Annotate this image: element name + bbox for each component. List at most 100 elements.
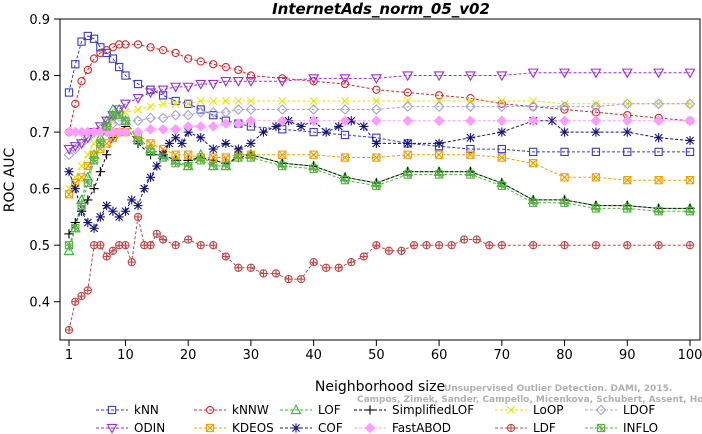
data-point — [497, 153, 506, 162]
y-tick-label: 0.7 — [29, 126, 50, 141]
chart-title: InternetAds_norm_05_v02 — [272, 0, 490, 18]
data-point — [234, 263, 243, 272]
data-point — [296, 274, 306, 284]
legend: kNN kNNW LOF SimplifiedLOF LoOP LDOF ODIN KDEOS… — [96, 403, 658, 434]
data-point — [296, 121, 306, 132]
data-point — [246, 138, 256, 148]
data-point — [334, 121, 344, 132]
series-cof — [64, 116, 695, 233]
data-point — [684, 115, 696, 127]
data-point — [209, 97, 218, 105]
x-tick-label: 90 — [619, 348, 636, 363]
data-point — [145, 123, 156, 135]
data-point — [284, 274, 293, 284]
data-point — [433, 115, 445, 127]
data-point — [95, 212, 105, 222]
data-point — [653, 98, 665, 110]
data-point — [171, 99, 180, 108]
data-point — [271, 269, 281, 278]
x-tick-label: 10 — [117, 348, 134, 363]
y-tick-label: 0.9 — [29, 13, 50, 28]
data-point — [621, 98, 633, 110]
data-point — [559, 101, 570, 113]
data-point — [102, 48, 111, 58]
legend-label: kNNW — [232, 403, 269, 417]
data-point — [466, 170, 475, 179]
data-point — [403, 150, 412, 159]
data-point — [654, 207, 663, 216]
data-point — [685, 207, 695, 216]
data-point — [497, 97, 506, 105]
data-point — [83, 195, 93, 205]
data-point — [221, 161, 230, 171]
series-layer — [63, 31, 696, 335]
data-point — [685, 135, 695, 146]
data-point — [77, 201, 86, 210]
data-point — [157, 85, 169, 96]
data-point — [145, 88, 157, 99]
series-line — [68, 125, 690, 235]
legend-item-lof: LOF — [280, 403, 341, 417]
data-point — [422, 241, 431, 250]
data-point — [447, 241, 456, 250]
data-point — [496, 71, 508, 82]
data-point — [133, 136, 143, 145]
data-point — [684, 68, 696, 79]
data-point — [623, 176, 632, 185]
data-point — [464, 71, 476, 82]
x-tick-label: 1 — [65, 348, 73, 363]
data-point — [246, 97, 255, 105]
data-point — [196, 156, 205, 165]
data-point — [115, 40, 124, 49]
data-point — [460, 235, 469, 244]
data-point — [177, 138, 187, 148]
x-tick-label: 40 — [305, 348, 322, 363]
data-point — [208, 144, 218, 154]
data-point — [321, 127, 331, 137]
x-axis-label: Neighborhood size — [315, 379, 445, 395]
data-point — [684, 98, 696, 110]
data-point — [96, 139, 105, 148]
data-point — [64, 167, 74, 177]
data-point — [591, 127, 601, 137]
data-point — [127, 257, 136, 267]
data-point — [434, 138, 444, 148]
series-inflo — [64, 110, 695, 250]
x-tick-label: 70 — [494, 348, 511, 363]
series-line — [68, 100, 690, 189]
legend-label: INFLO — [623, 421, 658, 434]
data-point — [89, 34, 99, 43]
data-point — [403, 88, 412, 97]
data-point — [170, 123, 181, 135]
data-point — [171, 48, 180, 58]
data-point — [559, 115, 570, 127]
data-point — [71, 99, 80, 108]
data-point — [171, 150, 180, 159]
data-point — [372, 97, 381, 105]
data-point — [654, 176, 663, 185]
data-point — [402, 71, 414, 82]
data-point — [309, 127, 318, 137]
data-point — [196, 97, 205, 105]
x-tick-label: 20 — [180, 348, 197, 363]
data-point — [339, 115, 351, 127]
data-point — [209, 241, 218, 250]
data-point — [89, 156, 99, 165]
watermark-line-2: Campos, Zimek, Sander, Campello, Micenko… — [357, 395, 702, 405]
data-point — [278, 161, 287, 171]
data-point — [207, 106, 219, 118]
data-point — [64, 241, 74, 250]
data-point — [77, 291, 86, 301]
data-point — [370, 104, 382, 115]
data-point — [384, 246, 394, 255]
legend-label: FastABOD — [392, 421, 451, 434]
x-tick-label: 30 — [243, 348, 260, 363]
legend-label: SimplifiedLOF — [392, 403, 474, 417]
data-point — [209, 153, 218, 162]
legend-marker — [595, 404, 607, 416]
data-point — [591, 204, 601, 213]
data-point — [182, 82, 194, 93]
data-point — [485, 241, 494, 250]
data-point — [654, 133, 664, 143]
data-point — [372, 153, 381, 162]
